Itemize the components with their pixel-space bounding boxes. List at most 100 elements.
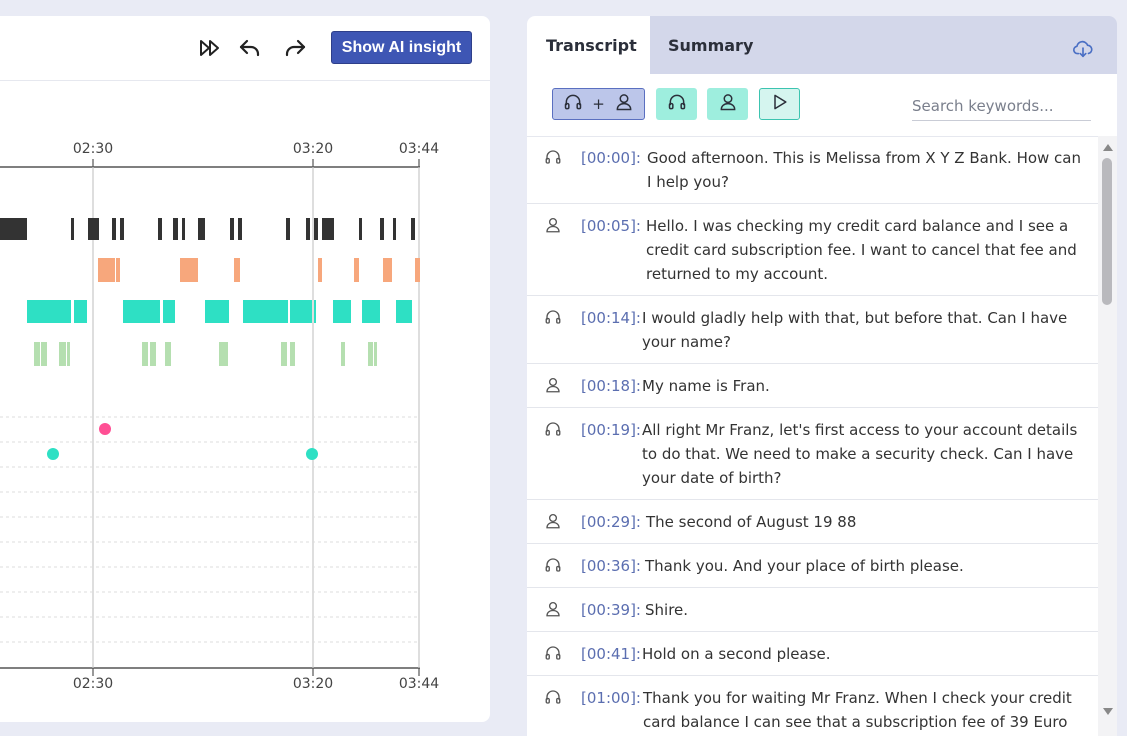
timestamp-link[interactable]: [00:14]: bbox=[581, 309, 641, 327]
transcript-scrollbar[interactable] bbox=[1098, 136, 1117, 736]
headset-icon bbox=[544, 556, 562, 574]
overlap-segment bbox=[333, 300, 351, 323]
silence-segment bbox=[34, 342, 40, 366]
timestamp-link[interactable]: [00:36]: bbox=[581, 557, 641, 575]
speaker-1-segment bbox=[182, 218, 185, 240]
user-icon bbox=[544, 216, 562, 234]
transcript-entry[interactable]: [00:19]: All right Mr Franz, let's first … bbox=[527, 408, 1098, 500]
speaker-2-segment bbox=[98, 258, 115, 282]
play-icon bbox=[770, 92, 790, 116]
speaker-1-segment bbox=[112, 218, 116, 240]
transcript-panel: Transcript Summary + bbox=[527, 16, 1117, 736]
speaker-1-segment bbox=[88, 218, 99, 240]
timestamp-link[interactable]: [00:19]: bbox=[581, 421, 641, 439]
speaker-2-segment bbox=[415, 258, 420, 282]
user-icon bbox=[718, 92, 738, 116]
silence-segment bbox=[219, 342, 228, 366]
undo-icon[interactable] bbox=[238, 36, 262, 60]
transcript-entry[interactable]: [00:00]: Good afternoon. This is Melissa … bbox=[527, 136, 1098, 204]
user-icon bbox=[544, 376, 562, 394]
speaker-1-segment bbox=[314, 218, 318, 240]
speaker-1-segment bbox=[158, 218, 162, 240]
filter-agent-button[interactable] bbox=[656, 88, 697, 120]
overlap-segment bbox=[243, 300, 288, 323]
speaker-2-segment bbox=[180, 258, 198, 282]
speaker-1-segment bbox=[306, 218, 310, 240]
timestamp-link[interactable]: [00:29]: bbox=[581, 513, 641, 531]
event-marker bbox=[306, 448, 318, 460]
search-keywords-input[interactable] bbox=[912, 92, 1091, 121]
timeline-toolbar: Show AI insight bbox=[0, 16, 490, 81]
bottom-tick-label: 02:30 bbox=[73, 676, 113, 692]
transcript-text: Thank you. And your place of birth pleas… bbox=[645, 557, 964, 575]
event-marker bbox=[47, 448, 59, 460]
top-tick-label: 03:20 bbox=[293, 141, 333, 157]
speaker-1-segment bbox=[393, 218, 396, 240]
transcript-entry[interactable]: [00:18]: My name is Fran. bbox=[527, 364, 1098, 408]
play-button[interactable] bbox=[759, 88, 800, 120]
transcript-entry[interactable]: [01:00]: Thank you for waiting Mr Franz. … bbox=[527, 676, 1098, 736]
transcript-entry[interactable]: [00:29]: The second of August 19 88 bbox=[527, 500, 1098, 544]
transcript-text: Shire. bbox=[645, 601, 689, 619]
bottom-tick-label: 03:20 bbox=[293, 676, 333, 692]
tab-bar: Transcript Summary bbox=[527, 16, 1117, 74]
cloud-download-icon[interactable] bbox=[1072, 38, 1094, 60]
headset-icon bbox=[667, 92, 687, 116]
silence-segment bbox=[341, 342, 345, 366]
timestamp-link[interactable]: [00:39]: bbox=[581, 601, 641, 619]
timestamp-link[interactable]: [00:41]: bbox=[581, 645, 641, 663]
overlap-segment bbox=[205, 300, 229, 323]
top-tick-label: 02:30 bbox=[73, 141, 113, 157]
user-icon bbox=[544, 512, 562, 530]
timestamp-link[interactable]: [01:00]: bbox=[581, 689, 641, 707]
timestamp-link[interactable]: [00:00]: bbox=[581, 149, 641, 167]
silence-segment bbox=[368, 342, 373, 366]
transcript-entry[interactable]: [00:39]: Shire. bbox=[527, 588, 1098, 632]
overlap-segment bbox=[314, 300, 316, 323]
silence-segment bbox=[281, 342, 287, 366]
speaker-1-segment bbox=[359, 218, 362, 240]
fast-forward-icon[interactable] bbox=[198, 36, 222, 60]
transcript-entry[interactable]: [00:41]: Hold on a second please. bbox=[527, 632, 1098, 676]
tab-transcript[interactable]: Transcript bbox=[527, 16, 650, 74]
transcript-text: Good afternoon. This is Melissa from X Y… bbox=[647, 149, 1082, 191]
headset-icon bbox=[544, 420, 562, 438]
overlap-segment bbox=[290, 300, 312, 323]
transcript-text: All right Mr Franz, let's first access t… bbox=[642, 421, 1078, 487]
headset-icon bbox=[544, 308, 562, 326]
transcript-text: Hello. I was checking my credit card bal… bbox=[646, 217, 1077, 283]
overlap-segment bbox=[123, 300, 160, 323]
scroll-down-arrow-icon[interactable] bbox=[1103, 708, 1113, 715]
scroll-up-arrow-icon[interactable] bbox=[1103, 144, 1113, 151]
timeline-panel: Show AI insight 02:30 03:20 03:44 02:30 … bbox=[0, 16, 490, 722]
show-ai-insight-button[interactable]: Show AI insight bbox=[331, 31, 472, 64]
overlap-segment bbox=[27, 300, 71, 323]
headset-icon bbox=[563, 92, 583, 116]
user-icon bbox=[614, 92, 634, 116]
speaker-1-segment bbox=[71, 218, 74, 240]
speaker-1-segment bbox=[380, 218, 384, 240]
transcript-entry[interactable]: [00:14]: I would gladly help with that, b… bbox=[527, 296, 1098, 364]
filter-customer-button[interactable] bbox=[707, 88, 748, 120]
redo-icon[interactable] bbox=[283, 36, 307, 60]
transcript-entry[interactable]: [00:36]: Thank you. And your place of bir… bbox=[527, 544, 1098, 588]
tab-summary[interactable]: Summary bbox=[668, 35, 754, 55]
transcript-text: Hold on a second please. bbox=[642, 645, 831, 663]
speaker-1-segment bbox=[238, 218, 242, 240]
top-tick-label: 03:44 bbox=[399, 141, 439, 157]
silence-segment bbox=[59, 342, 66, 366]
speaker-2-segment bbox=[354, 258, 359, 282]
transcript-list: [00:00]: Good afternoon. This is Melissa … bbox=[527, 136, 1098, 736]
timestamp-link[interactable]: [00:18]: bbox=[581, 377, 641, 395]
overlap-segment bbox=[74, 300, 87, 323]
transcript-entry[interactable]: [00:05]: Hello. I was checking my credit … bbox=[527, 204, 1098, 296]
speaker-1-segment bbox=[230, 218, 234, 240]
silence-segment bbox=[142, 342, 148, 366]
filter-agent-and-customer-button[interactable]: + bbox=[552, 88, 645, 120]
user-icon bbox=[544, 600, 562, 618]
timestamp-link[interactable]: [00:05]: bbox=[581, 217, 641, 235]
transcript-text: Thank you for waiting Mr Franz. When I c… bbox=[643, 689, 1072, 731]
scrollbar-thumb[interactable] bbox=[1102, 158, 1112, 305]
speaker-2-segment bbox=[234, 258, 240, 282]
transcript-text: My name is Fran. bbox=[642, 377, 770, 395]
